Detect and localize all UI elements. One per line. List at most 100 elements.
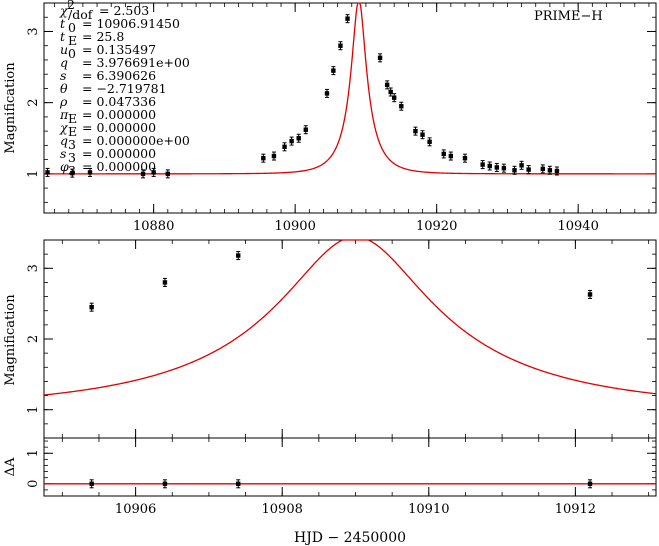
param-subscript: E bbox=[68, 111, 77, 126]
middle-y-axis-label: Magnification bbox=[3, 294, 18, 386]
param-symbol: s bbox=[60, 146, 66, 161]
param-value: = 0.000000 bbox=[82, 146, 156, 161]
y-tick-label: 0 bbox=[26, 480, 41, 488]
middle-panel-frame bbox=[43, 239, 657, 439]
x-tick-label: 10906 bbox=[115, 502, 156, 517]
data-point bbox=[392, 93, 397, 103]
param-subscript: 3 bbox=[68, 137, 76, 152]
y-tick-label: 1 bbox=[26, 449, 41, 457]
param-symbol: u bbox=[60, 42, 68, 57]
data-point bbox=[345, 14, 350, 24]
param-value: = 0.000000 bbox=[82, 120, 156, 135]
model-curve-full bbox=[44, 2, 656, 175]
x-tick-label: 10912 bbox=[555, 502, 596, 517]
param-symbol: φ bbox=[60, 159, 69, 174]
data-point bbox=[271, 151, 277, 161]
data-point bbox=[45, 167, 50, 177]
param-subscript: 3 bbox=[68, 163, 76, 178]
param-symbol: θ bbox=[60, 81, 68, 96]
data-point bbox=[480, 160, 485, 170]
x-tick-label: 10910 bbox=[408, 502, 449, 517]
data-point bbox=[165, 169, 171, 179]
data-point bbox=[427, 137, 432, 147]
y-tick-label: 1 bbox=[26, 406, 41, 414]
data-point bbox=[151, 167, 156, 177]
param-value: = 0.135497 bbox=[82, 42, 156, 57]
param-symbol: s bbox=[60, 68, 66, 83]
x-tick-label: 10900 bbox=[274, 219, 315, 234]
axis-ticks: 10880 10900 10920 10940 1 2 3 1 2 3 10906 10908 1091… bbox=[26, 3, 656, 517]
param-symbol: χ bbox=[59, 3, 69, 18]
y-tick-label: 2 bbox=[26, 99, 41, 107]
residual-panel-frame bbox=[43, 437, 657, 497]
param-row: χ 2/dof = 2.503 bbox=[59, 0, 149, 22]
param-value: = 6.390626 bbox=[82, 68, 156, 83]
data-point bbox=[554, 166, 560, 176]
data-point bbox=[236, 251, 241, 261]
data-point bbox=[540, 164, 545, 174]
data-point bbox=[162, 479, 168, 489]
data-point bbox=[236, 479, 241, 489]
instrument-label: PRIME−H bbox=[534, 9, 603, 24]
y-tick-label: 3 bbox=[26, 264, 41, 272]
data-point bbox=[377, 53, 383, 63]
data-point bbox=[441, 149, 446, 159]
data-point bbox=[587, 479, 593, 489]
data-point bbox=[487, 161, 492, 171]
x-axis-label: HJD − 2450000 bbox=[294, 530, 406, 546]
param-subscript: 0 bbox=[68, 20, 76, 35]
param-value: = 0.000000 bbox=[82, 107, 156, 122]
param-symbol: t bbox=[60, 29, 66, 44]
param-symbol: ρ bbox=[59, 94, 68, 109]
data-point bbox=[296, 133, 301, 143]
top-panel-frame bbox=[43, 2, 657, 214]
param-row: θ = −2.719781 bbox=[60, 81, 167, 96]
data-point bbox=[261, 153, 266, 163]
x-tick-label: 10880 bbox=[133, 219, 174, 234]
param-superscript: 2 bbox=[67, 0, 75, 12]
param-symbol: q bbox=[60, 55, 68, 70]
y-tick-label: 1 bbox=[26, 170, 41, 178]
model-curves bbox=[43, 2, 657, 485]
data-point bbox=[338, 41, 343, 51]
param-row: φ 3 = 0.000000 bbox=[60, 159, 156, 178]
param-subscript: 3 bbox=[68, 150, 76, 165]
data-point bbox=[448, 151, 454, 161]
data-point bbox=[587, 289, 593, 299]
data-points bbox=[45, 14, 593, 489]
data-point bbox=[462, 153, 468, 163]
param-value: = 25.8 bbox=[82, 29, 124, 44]
model-curve-zoom bbox=[43, 239, 657, 396]
data-point bbox=[87, 167, 93, 177]
data-point bbox=[162, 277, 168, 287]
data-point bbox=[388, 87, 393, 97]
param-row: π E = 0.000000 bbox=[59, 107, 156, 126]
y-tick-label: 3 bbox=[26, 27, 41, 35]
data-point bbox=[519, 160, 524, 170]
data-point bbox=[303, 125, 308, 135]
param-row: t 0 = 10906.91450 bbox=[60, 16, 180, 35]
param-row: ρ = 0.047336 bbox=[59, 94, 156, 109]
data-point bbox=[331, 66, 336, 76]
data-point bbox=[420, 130, 425, 140]
param-value: = 3.976691e+00 bbox=[82, 55, 190, 70]
param-subscript: E bbox=[68, 124, 77, 139]
param-subscript: E bbox=[68, 33, 77, 48]
data-point bbox=[384, 80, 390, 90]
data-point bbox=[89, 479, 94, 489]
param-row: s = 6.390626 bbox=[60, 68, 156, 83]
param-value: = 0.000000 bbox=[82, 159, 156, 174]
param-row: q = 3.976691e+00 bbox=[60, 55, 190, 70]
param-row: t E = 25.8 bbox=[60, 29, 124, 48]
param-symbol: π bbox=[59, 107, 69, 122]
data-point bbox=[399, 101, 404, 111]
param-row: s 3 = 0.000000 bbox=[60, 146, 156, 165]
data-point bbox=[413, 126, 418, 136]
data-point bbox=[547, 165, 553, 175]
param-subscript: 0 bbox=[68, 46, 76, 61]
param-row: q 3 = 0.000000e+00 bbox=[60, 133, 190, 152]
x-tick-label: 10920 bbox=[416, 219, 457, 234]
param-symbol: t bbox=[60, 16, 66, 31]
